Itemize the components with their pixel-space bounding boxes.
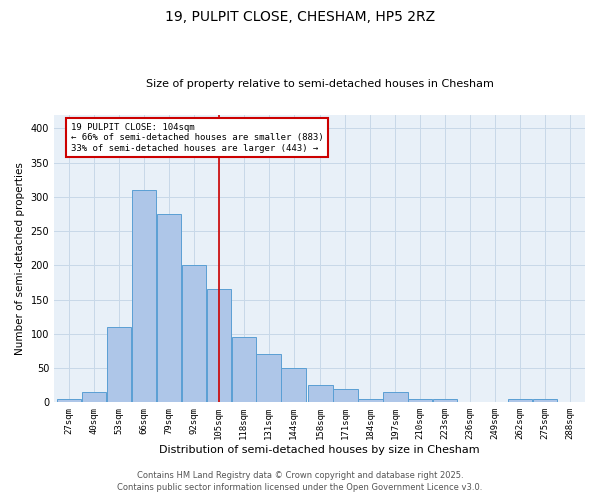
Text: 19 PULPIT CLOSE: 104sqm
← 66% of semi-detached houses are smaller (883)
33% of s: 19 PULPIT CLOSE: 104sqm ← 66% of semi-de… [71,123,323,153]
Bar [107,327,131,402]
Bar [182,266,206,402]
Bar [232,338,256,402]
Bar [333,388,358,402]
Y-axis label: Number of semi-detached properties: Number of semi-detached properties [15,162,25,355]
Bar [57,399,81,402]
Bar [408,399,433,402]
X-axis label: Distribution of semi-detached houses by size in Chesham: Distribution of semi-detached houses by … [159,445,480,455]
Text: Contains HM Land Registry data © Crown copyright and database right 2025.
Contai: Contains HM Land Registry data © Crown c… [118,471,482,492]
Bar [533,399,557,402]
Bar [433,399,457,402]
Bar [256,354,281,403]
Title: Size of property relative to semi-detached houses in Chesham: Size of property relative to semi-detach… [146,79,493,89]
Bar [157,214,181,402]
Bar [82,392,106,402]
Text: 19, PULPIT CLOSE, CHESHAM, HP5 2RZ: 19, PULPIT CLOSE, CHESHAM, HP5 2RZ [165,10,435,24]
Bar [383,392,407,402]
Bar [358,399,383,402]
Bar [508,399,532,402]
Bar [206,290,231,403]
Bar [131,190,156,402]
Bar [281,368,306,402]
Bar [308,385,332,402]
